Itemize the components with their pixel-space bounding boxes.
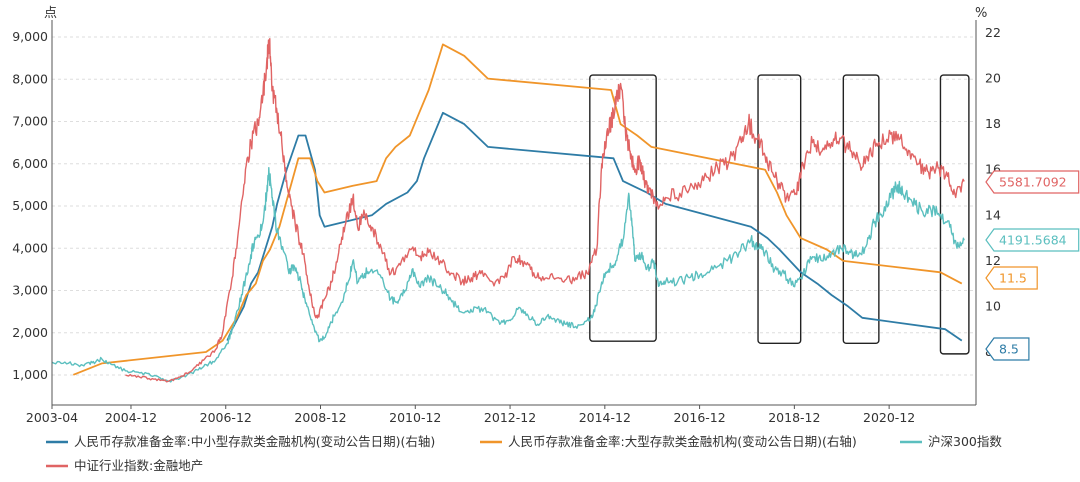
x-tick-label: 2012-12 [484,410,536,425]
legend-label: 人民币存款准备金率:大型存款类金融机构(变动公告日期)(右轴) [508,434,857,449]
axes: 1,000 2,000 3,000 4,000 5,000 6,000 7,000 8,000… [12,20,1001,425]
callout-value: 11.5 [999,271,1027,286]
y-left-tick-label: 9,000 [12,29,48,44]
highlight-boxes [589,74,970,355]
callout-value: 5581.7092 [999,175,1067,190]
callout-box [985,266,1038,290]
callout-value: 8.5 [999,342,1019,357]
end-value-callout-3: 4191.5684 [985,228,1080,252]
callout-value: 4191.5684 [999,233,1067,248]
callout-box [985,170,1080,194]
x-tick-label: 2014-12 [579,410,631,425]
y-right-tick-label: 10 [985,298,1001,313]
series-line-3 [51,167,965,383]
left-axis-unit: 点 [44,6,57,21]
x-tick-label: 2016-12 [673,410,725,425]
x-tick-label: 2003-04 [26,410,78,425]
y-right-tick-label: 20 [985,71,1001,86]
x-tick-label: 2006-12 [200,410,252,425]
series-lines [51,38,965,383]
y-left-tick-label: 3,000 [12,283,48,298]
series-line-2 [72,43,963,376]
x-tick-label: 2004-12 [105,410,157,425]
grid-lines [52,36,976,376]
highlight-box-3 [842,74,880,345]
y-left-tick-label: 2,000 [12,325,48,340]
y-right-tick-label: 12 [985,253,1001,268]
y-left-tick-label: 1,000 [12,367,48,382]
y-left-tick-label: 5,000 [12,198,48,213]
highlight-box-4 [939,74,970,355]
y-left-tick-label: 7,000 [12,114,48,129]
y-left-tick-label: 6,000 [12,156,48,171]
legend: 人民币存款准备金率:中小型存款类金融机构(变动公告日期)(右轴) 人民币存款准备金… [46,434,1002,473]
legend-item-2: 人民币存款准备金率:大型存款类金融机构(变动公告日期)(右轴) [480,434,857,449]
x-tick-label: 2008-12 [294,410,346,425]
y-left-tick-label: 4,000 [12,240,48,255]
end-value-callout-1: 8.5 [985,337,1030,361]
legend-item-1: 人民币存款准备金率:中小型存款类金融机构(变动公告日期)(右轴) [46,434,435,449]
highlight-box-1 [589,74,657,342]
y-left-tick-label: 8,000 [12,71,48,86]
legend-item-3: 沪深300指数 [900,434,1002,449]
x-tick-label: 2010-12 [389,410,441,425]
y-right-tick-label: 22 [985,25,1001,40]
end-value-callout-2: 11.5 [985,266,1038,290]
x-tick-label: 2020-12 [863,410,915,425]
legend-item-4: 中证行业指数:金融地产 [46,458,203,473]
end-value-callout-4: 5581.7092 [985,170,1080,194]
y-right-tick-label: 14 [985,207,1001,222]
x-tick-label: 2018-12 [768,410,820,425]
end-value-callouts: 8.5 11.5 4191.5684 5581.7092 [985,170,1080,361]
legend-label: 人民币存款准备金率:中小型存款类金融机构(变动公告日期)(右轴) [74,434,435,449]
series-line-4 [125,38,965,383]
callout-box [985,337,1030,361]
callout-box [985,228,1080,252]
y-right-tick-label: 18 [985,116,1001,131]
right-axis-unit: % [975,6,987,21]
legend-label: 沪深300指数 [928,434,1002,449]
highlight-box-2 [757,74,802,345]
legend-label: 中证行业指数:金融地产 [74,458,203,473]
